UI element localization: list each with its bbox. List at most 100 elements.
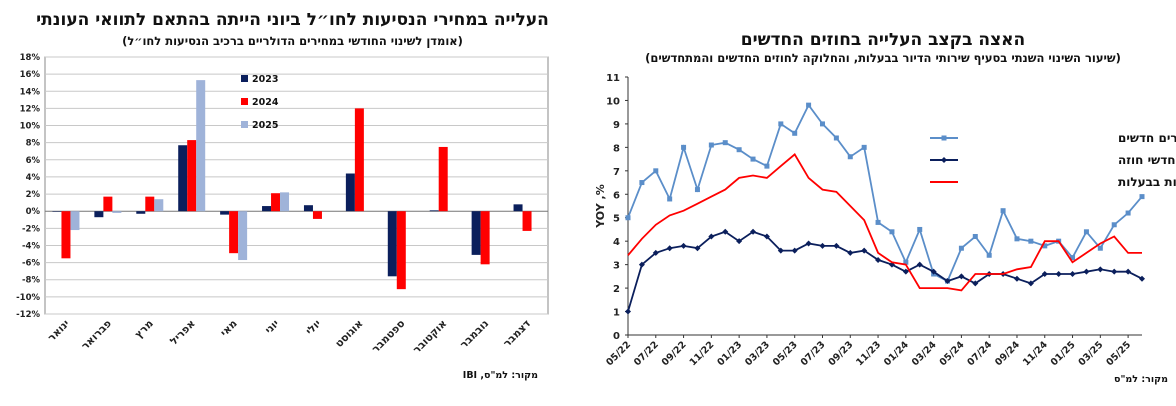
x-tick-label: ינואר: [46, 318, 72, 344]
x-tick-label: 07/22: [632, 339, 661, 368]
data-point: [806, 102, 812, 108]
bar-2024: [271, 193, 281, 212]
x-tick-label: מרץ: [133, 318, 156, 341]
data-point: [778, 121, 784, 127]
data-point: [972, 233, 978, 239]
y-tick-label: 11: [606, 73, 620, 84]
plot-area-frame: [44, 56, 549, 315]
data-point: [750, 228, 757, 235]
data-point: [902, 268, 909, 275]
y-tick-label: 6%: [26, 156, 41, 166]
legend-label: מחדשי חוזה: [1118, 153, 1176, 167]
bar-2025: [238, 211, 248, 261]
data-point: [1014, 236, 1020, 242]
data-point: [1070, 255, 1076, 261]
y-tick-label: 16%: [20, 70, 41, 80]
x-tick-label: 03/24: [910, 339, 939, 368]
x-tick-label: יוני: [263, 318, 282, 337]
legend-label: דיירים חדשים: [1118, 131, 1176, 145]
x-tick-label: אפריל: [168, 318, 198, 348]
x-tick-label: 01/23: [715, 339, 744, 368]
bar-2025: [70, 211, 80, 231]
bar-2024: [354, 108, 364, 212]
y-tick-label: 6: [613, 190, 620, 201]
y-tick-label: 10: [606, 96, 620, 107]
data-point: [750, 156, 756, 162]
data-point: [791, 247, 798, 254]
data-point: [1083, 229, 1089, 235]
bar-2025: [154, 199, 164, 212]
data-point: [1000, 208, 1006, 214]
bar-2024: [480, 211, 490, 265]
data-point: [1028, 238, 1034, 244]
legend-label: שירותי הדירות בבעלות: [1118, 175, 1176, 189]
bar-2023: [345, 173, 355, 212]
y-axis-label: YOY ,%: [594, 184, 607, 229]
bar-2024: [312, 211, 322, 219]
bar-2023: [94, 211, 104, 218]
series-line-שירותי הדירות בבעלות: [627, 153, 1142, 292]
y-tick-label: -10%: [16, 293, 40, 303]
data-point: [861, 247, 868, 254]
data-point: [722, 228, 729, 235]
data-point: [638, 261, 645, 268]
data-point: [652, 249, 659, 256]
data-point: [1055, 271, 1062, 278]
right-chart-subtitle: (שיעור השינוי השנתי בסעיף שירותי הדיור ב…: [645, 51, 1121, 65]
data-point: [653, 168, 659, 174]
data-point: [1139, 194, 1145, 200]
y-tick-label: 0%: [26, 207, 41, 217]
y-tick-label: 10%: [20, 122, 41, 132]
y-tick-label: -6%: [22, 259, 40, 269]
x-tick-label: 01/24: [882, 339, 911, 368]
y-tick-label: 5: [613, 214, 620, 225]
right-chart-source: מקור: למ"ס: [1114, 374, 1168, 385]
x-tick-label: פברואר: [79, 318, 114, 353]
bar-2023: [220, 211, 230, 215]
y-tick-label: -4%: [22, 241, 40, 251]
bar-2024: [522, 211, 532, 231]
data-point: [889, 229, 895, 235]
data-point: [1125, 268, 1132, 275]
data-point: [847, 249, 854, 256]
x-tick-label: מאי: [218, 318, 239, 339]
bar-2023: [513, 204, 523, 212]
data-point: [1083, 268, 1090, 275]
bar-2024: [61, 211, 71, 259]
data-point: [1097, 266, 1104, 273]
y-tick-label: 0: [613, 331, 620, 342]
data-point: [1097, 245, 1103, 251]
x-tick-label: 11/23: [854, 339, 883, 368]
y-tick-label: 4: [613, 237, 620, 248]
legend-label: 2023: [252, 74, 278, 85]
data-point: [736, 238, 743, 245]
data-point: [792, 130, 798, 136]
data-point: [833, 242, 840, 249]
bar-2024: [229, 211, 239, 254]
series-line-דיירים חדשים: [627, 103, 1143, 283]
data-point: [819, 242, 826, 249]
bar-2024: [396, 211, 406, 290]
data-point: [916, 261, 923, 268]
y-tick-label: 2: [613, 284, 620, 295]
data-point: [819, 121, 825, 127]
data-point: [1041, 271, 1048, 278]
left-chart-source: מקור: למ"ס, IBI: [462, 370, 538, 381]
bar-2024: [103, 196, 113, 212]
x-tick-label: 03/23: [743, 339, 772, 368]
legend-label: 2025: [252, 120, 278, 131]
legend-swatch-2025: [241, 121, 248, 128]
legend-swatch-2024: [241, 98, 248, 105]
data-point: [680, 242, 687, 249]
data-point: [1111, 222, 1117, 228]
data-point: [722, 140, 728, 146]
data-point: [681, 144, 687, 150]
data-point: [1027, 280, 1034, 287]
y-tick-label: -12%: [16, 310, 40, 320]
bar-2024: [145, 196, 155, 212]
data-point: [875, 256, 882, 263]
data-point: [1111, 268, 1118, 275]
y-tick-label: 8: [613, 143, 620, 154]
x-tick-label: 01/25: [1049, 339, 1078, 368]
data-point: [639, 180, 645, 186]
